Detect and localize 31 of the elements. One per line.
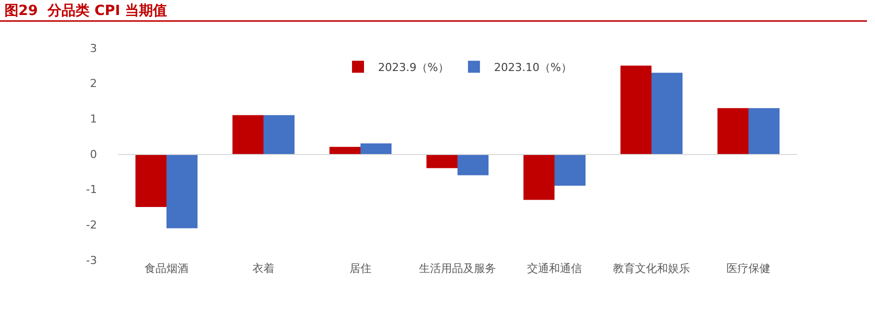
bar xyxy=(232,115,264,154)
y-tick-label: 3 xyxy=(90,42,97,55)
bar xyxy=(748,108,780,154)
y-tick-label: -3 xyxy=(86,254,97,267)
bar xyxy=(458,154,489,176)
bar xyxy=(620,66,652,154)
bar xyxy=(554,154,586,186)
x-tick-label: 食品烟酒 xyxy=(144,262,188,275)
bar xyxy=(264,115,295,154)
x-tick-label: 交通和通信 xyxy=(527,262,582,275)
x-tick-label: 医疗保健 xyxy=(726,262,770,275)
x-tick-label: 教育文化和娱乐 xyxy=(613,262,690,275)
bar xyxy=(166,154,198,228)
y-tick-label: 1 xyxy=(90,112,97,126)
bar xyxy=(135,154,166,207)
bar xyxy=(523,154,554,200)
x-tick-label: 生活用品及服务 xyxy=(419,262,496,275)
legend-label: 2023.9（%） xyxy=(378,61,449,74)
bar xyxy=(652,72,683,154)
y-tick-label: 0 xyxy=(90,148,97,161)
y-tick-label: -1 xyxy=(86,183,97,196)
x-tick-label: 居住 xyxy=(350,262,372,275)
chart-title: 图29 分品类 CPI 当期值 xyxy=(4,2,168,19)
bar xyxy=(329,146,360,154)
bar xyxy=(717,108,748,154)
y-tick-label: -2 xyxy=(86,218,97,232)
bar xyxy=(360,143,392,154)
y-tick-label: 2 xyxy=(90,77,97,90)
legend-label: 2023.10（%） xyxy=(494,61,572,74)
bar xyxy=(426,154,458,168)
x-tick-label: 衣着 xyxy=(252,262,274,275)
